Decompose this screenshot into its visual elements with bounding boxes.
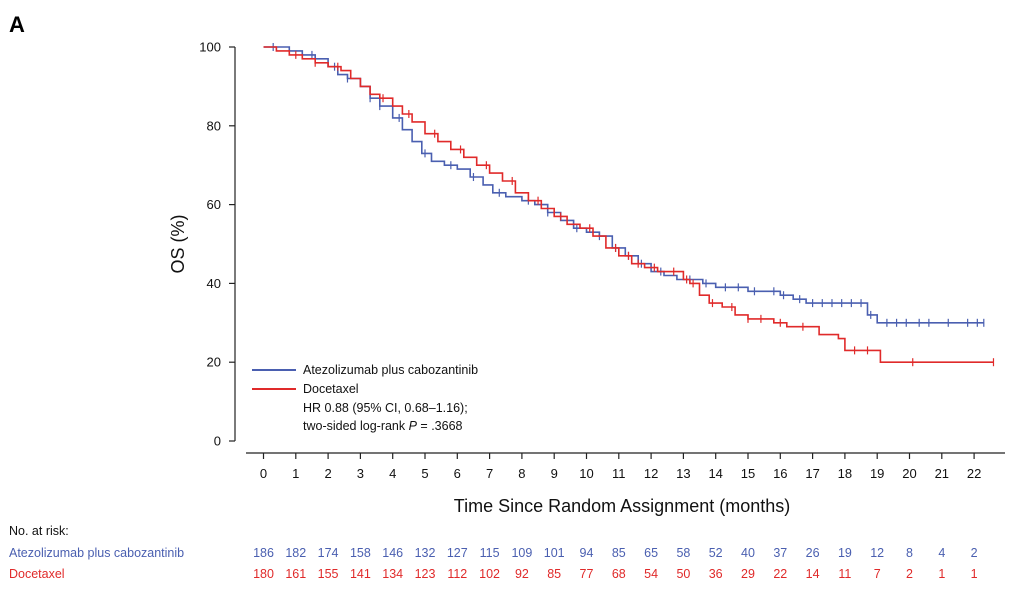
- legend-label-atezolizumab: Atezolizumab plus cabozantinib: [303, 363, 478, 377]
- log-rank-annotation: two-sided log-rank P = .3668: [303, 419, 463, 433]
- x-tick-label: 6: [454, 466, 461, 481]
- curve-atezolizumab: [263, 46, 984, 324]
- x-tick-label: 22: [967, 466, 981, 481]
- x-tick-label: 16: [773, 466, 787, 481]
- x-tick-label: 9: [551, 466, 558, 481]
- risk-value: 4: [938, 546, 945, 560]
- y-tick-label: 100: [199, 40, 221, 55]
- y-tick-label: 80: [207, 118, 221, 133]
- risk-value: 1: [938, 567, 945, 581]
- risk-value: 134: [382, 567, 403, 581]
- risk-row-label-atezolizumab: Atezolizumab plus cabozantinib: [9, 546, 184, 560]
- x-tick-label: 5: [421, 466, 428, 481]
- risk-value: 161: [285, 567, 306, 581]
- curve-docetaxel: [263, 46, 994, 363]
- risk-value: 8: [906, 546, 913, 560]
- y-tick-label: 0: [214, 434, 221, 449]
- y-tick-label: 60: [207, 197, 221, 212]
- risk-row-label-docetaxel: Docetaxel: [9, 567, 65, 581]
- risk-value: 68: [612, 567, 626, 581]
- x-tick-label: 15: [741, 466, 755, 481]
- risk-value: 40: [741, 546, 755, 560]
- risk-value: 112: [447, 567, 467, 581]
- risk-value: 77: [580, 567, 594, 581]
- risk-value: 132: [415, 546, 436, 560]
- risk-value: 85: [547, 567, 561, 581]
- x-tick-label: 19: [870, 466, 884, 481]
- x-tick-label: 12: [644, 466, 658, 481]
- risk-value: 115: [480, 546, 500, 560]
- y-ticks: 0 20 40 60 80 100: [199, 40, 235, 449]
- x-tick-label: 0: [260, 466, 267, 481]
- survival-curves: [263, 43, 995, 367]
- x-tick-label: 7: [486, 466, 493, 481]
- x-tick-label: 4: [389, 466, 396, 481]
- risk-value: 155: [318, 567, 339, 581]
- x-tick-label: 18: [838, 466, 852, 481]
- risk-table-header: No. at risk:: [9, 524, 69, 538]
- y-axis-title: OS (%): [168, 214, 188, 273]
- risk-value: 65: [644, 546, 658, 560]
- risk-value: 146: [382, 546, 403, 560]
- risk-value: 2: [971, 546, 978, 560]
- risk-value: 109: [511, 546, 532, 560]
- risk-value: 14: [806, 567, 820, 581]
- x-tick-label: 3: [357, 466, 364, 481]
- risk-value: 182: [285, 546, 306, 560]
- risk-value: 180: [253, 567, 274, 581]
- risk-table: No. at risk: Atezolizumab plus cabozanti…: [9, 524, 978, 581]
- risk-value: 12: [870, 546, 884, 560]
- risk-value: 26: [806, 546, 820, 560]
- x-tick-label: 21: [935, 466, 949, 481]
- x-ticks: 0 1 2 3 4 5 6 7 8 9 10 11 12 13 14 15 16 17 18 19 20 21 22: [260, 453, 981, 481]
- hazard-ratio-annotation: HR 0.88 (95% CI, 0.68–1.16);: [303, 401, 468, 415]
- risk-value: 94: [580, 546, 594, 560]
- risk-value: 85: [612, 546, 626, 560]
- x-axis-title: Time Since Random Assignment (months): [454, 496, 790, 516]
- legend-label-docetaxel: Docetaxel: [303, 382, 359, 396]
- risk-value: 102: [479, 567, 500, 581]
- log-rank-prefix: two-sided log-rank: [303, 419, 409, 433]
- panel-label: A: [9, 12, 25, 37]
- y-tick-label: 20: [207, 355, 221, 370]
- y-tick-label: 40: [207, 276, 221, 291]
- risk-value: 158: [350, 546, 371, 560]
- risk-value: 36: [709, 567, 723, 581]
- risk-value: 29: [741, 567, 755, 581]
- risk-values: 186 182 174 158 146 132 127 115 109 101 94 85 65 58 52…: [253, 546, 978, 581]
- risk-value: 7: [874, 567, 881, 581]
- x-tick-label: 13: [676, 466, 690, 481]
- risk-value: 101: [544, 546, 565, 560]
- risk-value: 11: [838, 567, 851, 581]
- risk-value: 186: [253, 546, 274, 560]
- x-tick-label: 11: [612, 466, 626, 481]
- log-rank-value: = .3668: [417, 419, 463, 433]
- x-tick-label: 1: [292, 466, 299, 481]
- x-tick-label: 2: [324, 466, 331, 481]
- risk-value: 92: [515, 567, 529, 581]
- risk-value: 50: [676, 567, 690, 581]
- risk-value: 141: [350, 567, 371, 581]
- x-tick-label: 14: [708, 466, 722, 481]
- x-tick-label: 17: [805, 466, 819, 481]
- risk-value: 52: [709, 546, 723, 560]
- risk-value: 123: [415, 567, 436, 581]
- risk-value: 2: [906, 567, 913, 581]
- risk-value: 37: [773, 546, 787, 560]
- x-tick-label: 20: [902, 466, 916, 481]
- risk-value: 127: [447, 546, 468, 560]
- axes: [234, 47, 1005, 454]
- log-rank-p: P: [409, 419, 418, 433]
- risk-value: 22: [773, 567, 787, 581]
- legend: Atezolizumab plus cabozantinib Docetaxel…: [252, 363, 478, 433]
- risk-value: 54: [644, 567, 658, 581]
- risk-value: 174: [318, 546, 339, 560]
- x-tick-label: 8: [518, 466, 525, 481]
- x-tick-label: 10: [579, 466, 593, 481]
- risk-value: 19: [838, 546, 852, 560]
- risk-value: 58: [676, 546, 690, 560]
- risk-value: 1: [971, 567, 978, 581]
